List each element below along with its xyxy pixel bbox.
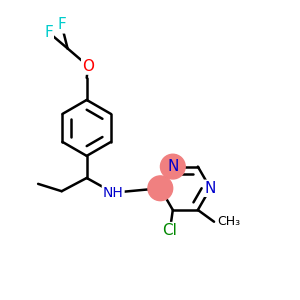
Text: N: N bbox=[205, 181, 216, 196]
Circle shape bbox=[148, 176, 173, 201]
Text: CH₃: CH₃ bbox=[217, 215, 240, 228]
Text: O: O bbox=[82, 58, 94, 74]
Text: F: F bbox=[44, 25, 53, 40]
Text: Cl: Cl bbox=[162, 223, 177, 238]
Text: F: F bbox=[57, 17, 66, 32]
Text: N: N bbox=[167, 159, 178, 174]
Text: NH: NH bbox=[103, 186, 124, 200]
Circle shape bbox=[160, 154, 185, 179]
